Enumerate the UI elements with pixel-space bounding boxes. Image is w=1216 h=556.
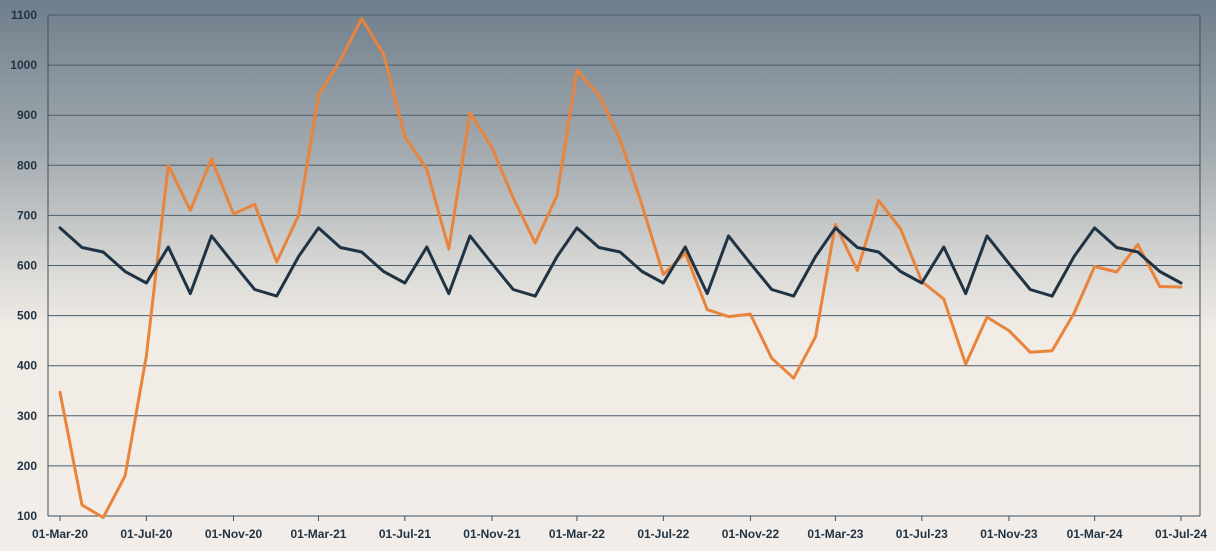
- x-tick-label: 01-Jul-21: [379, 527, 431, 541]
- x-tick-label: 01-Jul-24: [1155, 527, 1207, 541]
- x-tick-label: 01-Mar-22: [549, 527, 605, 541]
- y-tick-label: 300: [17, 409, 37, 423]
- x-tick-label: 01-Jul-22: [637, 527, 689, 541]
- x-tick-label: 01-Mar-24: [1067, 527, 1123, 541]
- x-tick-label: 01-Mar-21: [290, 527, 346, 541]
- y-tick-label: 600: [17, 259, 37, 273]
- y-tick-label: 100: [17, 509, 37, 523]
- y-tick-label: 500: [17, 309, 37, 323]
- x-tick-label: 01-Jul-20: [120, 527, 172, 541]
- y-tick-label: 900: [17, 108, 37, 122]
- x-tick-label: 01-Mar-20: [32, 527, 88, 541]
- x-tick-label: 01-Nov-20: [205, 527, 263, 541]
- x-tick-label: 01-Jul-23: [896, 527, 948, 541]
- y-tick-label: 1100: [11, 8, 37, 22]
- y-tick-label: 800: [17, 158, 37, 172]
- y-tick-label: 700: [17, 208, 37, 222]
- x-tick-label: 01-Nov-21: [463, 527, 521, 541]
- y-tick-label: 400: [17, 359, 37, 373]
- x-tick-label: 01-Nov-22: [722, 527, 780, 541]
- y-tick-label: 1000: [10, 58, 37, 72]
- x-tick-label: 01-Mar-23: [807, 527, 863, 541]
- x-tick-label: 01-Nov-23: [980, 527, 1038, 541]
- y-tick-label: 200: [17, 459, 37, 473]
